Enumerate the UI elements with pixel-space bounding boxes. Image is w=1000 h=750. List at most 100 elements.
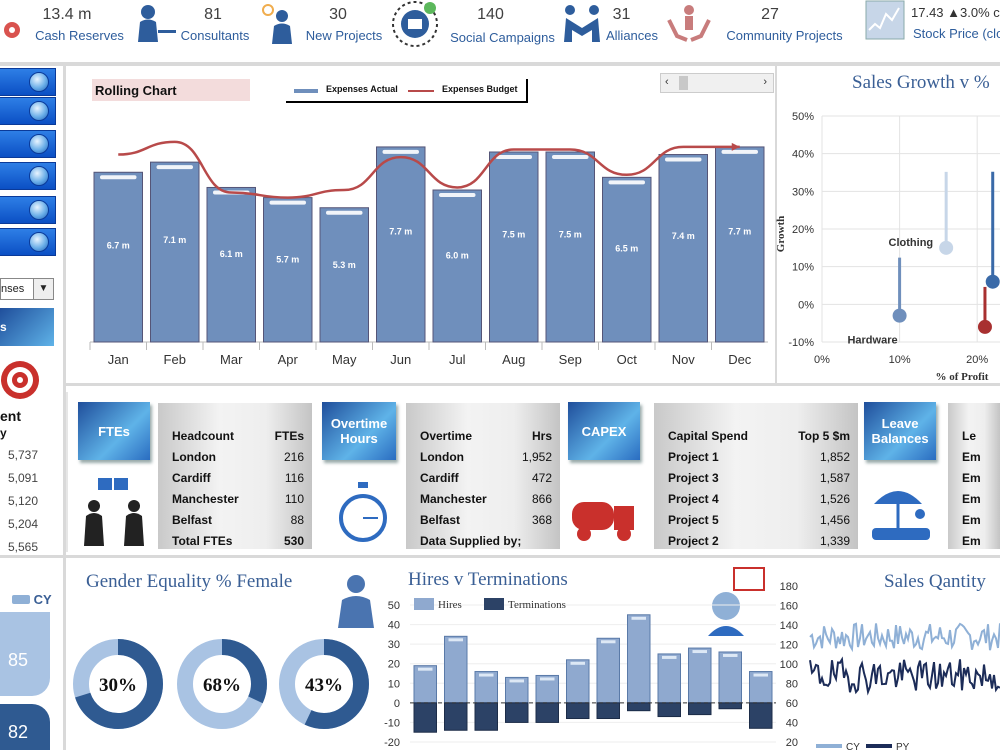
table-header-label: Top 5 $m xyxy=(798,429,850,443)
row-value: 1,339 xyxy=(819,534,850,548)
bar-highlight xyxy=(601,640,616,644)
scroll-left-icon[interactable]: ‹ xyxy=(665,76,669,88)
quit-sign-icon xyxy=(708,567,765,636)
row-label: London xyxy=(420,450,464,464)
x-tick-label: May xyxy=(332,352,357,367)
y-tick-label: 100 xyxy=(780,659,798,671)
table-header-label: Le xyxy=(962,429,977,443)
row-label: Cardiff xyxy=(420,471,459,485)
orb-icon xyxy=(29,134,49,154)
y-tick-label: 180 xyxy=(780,581,798,593)
table-row: Cardiff 116 xyxy=(172,471,304,485)
legend-cy-swatch xyxy=(816,744,842,748)
table-row: Project 5 1,456 xyxy=(668,513,850,527)
orb-icon xyxy=(29,101,49,121)
expenses-budget-line xyxy=(118,140,740,199)
row-label: Manchester xyxy=(172,492,239,506)
table-row: Project 3 1,587 xyxy=(668,471,850,485)
table-row: Em xyxy=(962,513,992,527)
expenses-actual-bar xyxy=(376,146,426,343)
divider xyxy=(775,66,777,384)
y-tick-label: 20 xyxy=(388,659,400,671)
table-header-label: Hrs xyxy=(531,429,552,443)
donut-label: 68% xyxy=(203,675,241,696)
x-axis-label: % of Profit xyxy=(936,371,989,383)
bar-data-label: 6.1 m xyxy=(220,249,243,259)
py-series-line xyxy=(809,656,1000,696)
fte-table: Headcount FTEs London 216 Cardiff 116 Manchest… xyxy=(158,403,312,549)
scatter-point xyxy=(985,274,1000,289)
row-label: Data Supplied by; xyxy=(420,534,522,548)
kpi-label: Consultants xyxy=(180,28,250,43)
nav-button-1[interactable] xyxy=(0,68,56,96)
y-axis-label: Growth xyxy=(776,216,787,252)
tile-ftes[interactable]: FTEs xyxy=(78,402,150,460)
row-label: Em xyxy=(962,492,981,506)
bar-data-label: 7.5 m xyxy=(502,230,525,240)
expenses-actual-bar xyxy=(545,151,595,343)
x-tick-label: 20% xyxy=(966,354,988,366)
nav-button-5[interactable] xyxy=(0,196,56,224)
bar-highlight xyxy=(665,157,702,162)
table-header-label: Headcount xyxy=(172,429,235,443)
budget-line-arrow xyxy=(731,142,740,151)
kpi-value: 17.43 ▲3.0% c xyxy=(911,5,1000,20)
kpi-label: New Projects xyxy=(305,28,383,43)
tile-leave-balances[interactable]: Leave Balances xyxy=(864,402,936,460)
table-header: Overtime Hrs xyxy=(420,429,552,443)
orb-icon xyxy=(29,200,49,220)
legend-terminations-label: Terminations xyxy=(508,599,566,611)
vacation-icon xyxy=(872,491,930,540)
y-tick-label: 30% xyxy=(792,186,814,198)
table-row: Em xyxy=(962,471,992,485)
bar-highlight xyxy=(448,638,463,642)
donut-segment xyxy=(279,639,369,729)
bar-highlight xyxy=(439,193,476,197)
bar-data-label: 7.7 m xyxy=(389,227,412,237)
x-tick-label: Aug xyxy=(502,352,525,367)
y-tick-label: 20% xyxy=(792,224,814,236)
bar-highlight xyxy=(692,650,707,654)
sidebar-value: 5,565 xyxy=(8,540,39,554)
kpi-label: Cash Reserves xyxy=(35,28,124,43)
bar-data-label: 7.7 m xyxy=(728,227,751,237)
bar-highlight xyxy=(608,180,645,185)
table-row: Data Supplied by; xyxy=(420,534,552,548)
terminations-bar xyxy=(657,702,681,718)
row-label: Project 2 xyxy=(668,534,719,548)
metric-dropdown[interactable]: nses ▼ xyxy=(0,278,54,300)
scroll-thumb[interactable] xyxy=(679,76,688,90)
y-tick-label: 50% xyxy=(792,111,814,123)
sidebar-value: 5,091 xyxy=(8,471,39,485)
community-hands-icon xyxy=(667,5,711,42)
businesswoman-icon xyxy=(338,575,374,628)
nav-button-2[interactable] xyxy=(0,97,56,125)
y-tick-label: 20 xyxy=(786,737,798,749)
table-header-label: Overtime xyxy=(420,429,473,443)
legend-terminations-swatch xyxy=(484,598,504,610)
gender-donut: 43% xyxy=(279,639,369,729)
table-row: Em xyxy=(962,450,992,464)
nav-button-3[interactable] xyxy=(0,130,56,158)
nav-button-4[interactable] xyxy=(0,162,56,190)
sidebar-table-subheader: y xyxy=(0,426,7,440)
row-label: Em xyxy=(962,534,981,548)
bar-highlight xyxy=(100,175,137,180)
nav-button-6[interactable] xyxy=(0,228,56,256)
scroll-right-icon[interactable]: › xyxy=(763,76,767,88)
y-tick-label: 0% xyxy=(798,299,814,311)
team-puzzle-icon xyxy=(84,478,144,546)
bar-highlight xyxy=(753,673,768,677)
bar-highlight xyxy=(540,677,555,681)
tile-overtime-hours[interactable]: Overtime Hours xyxy=(322,402,396,460)
expenses-actual-bar xyxy=(715,146,765,343)
terminations-bar xyxy=(627,702,651,712)
table-row: Belfast 368 xyxy=(420,513,552,527)
tile-capex[interactable]: CAPEX xyxy=(568,402,640,460)
legend-hires-swatch xyxy=(414,598,434,610)
rolling-chart-scrollbar[interactable]: ‹ › xyxy=(660,73,774,93)
row-value: 1,587 xyxy=(819,471,850,485)
row-label: London xyxy=(172,450,216,464)
gender-donut: 30% xyxy=(73,639,163,729)
table-row: London 1,952 xyxy=(420,450,552,464)
